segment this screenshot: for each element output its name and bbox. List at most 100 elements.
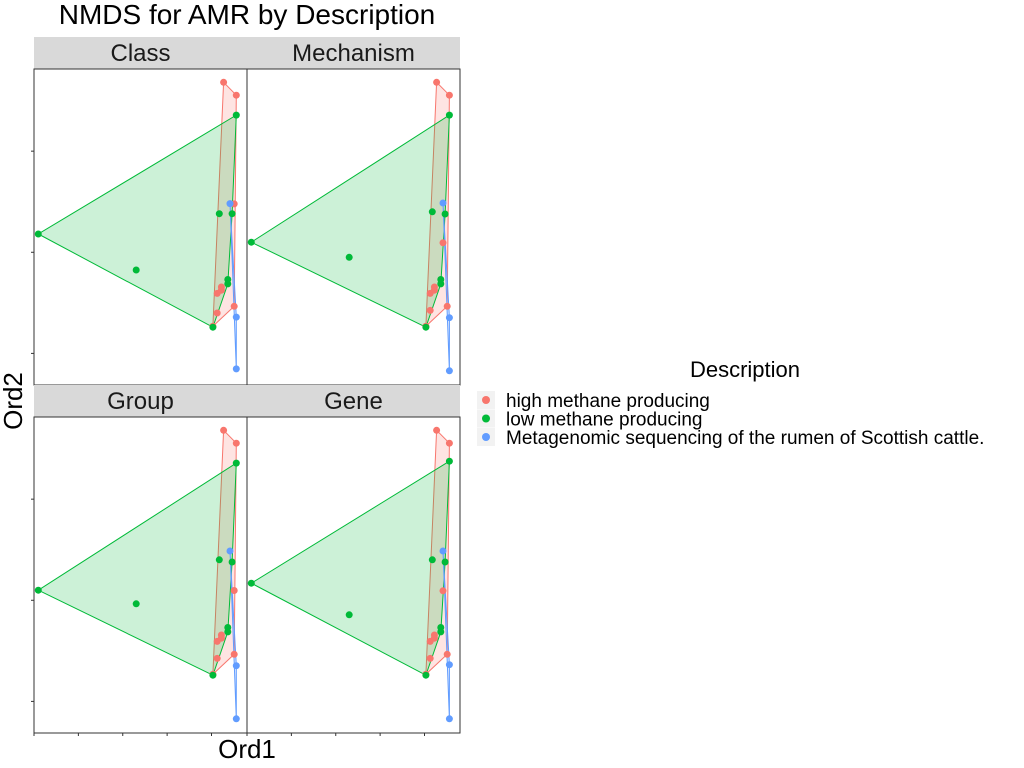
y-axis-title: Ord2 [0, 372, 28, 430]
hull-layer [250, 81, 450, 371]
data-point [422, 671, 430, 679]
data-point [437, 280, 445, 288]
data-point [209, 671, 217, 679]
panel-border [246, 416, 461, 734]
data-point [220, 426, 228, 434]
data-point [445, 367, 453, 375]
x-axis-title: Ord1 [218, 734, 276, 764]
facet-strip [247, 37, 460, 69]
hull-layer [250, 429, 450, 719]
data-point [220, 78, 228, 86]
data-point [232, 715, 240, 723]
data-point [428, 556, 436, 564]
data-point [215, 210, 223, 218]
data-point [230, 302, 238, 310]
facet-strip [34, 37, 247, 69]
facet-mechanism: Mechanism [246, 37, 461, 386]
data-point [445, 111, 453, 119]
data-point [443, 302, 451, 310]
data-point [232, 439, 240, 447]
data-point [441, 210, 449, 218]
data-point [224, 628, 232, 636]
facet-strip-label: Gene [324, 388, 383, 415]
data-point [226, 200, 234, 208]
data-point [345, 253, 353, 261]
facet-class: Class [31, 37, 248, 386]
facet-strip-label: Class [110, 40, 170, 67]
legend-entry: Metagenomic sequencing of the rumen of S… [477, 428, 984, 449]
legend-key [482, 433, 490, 441]
data-point [433, 426, 441, 434]
hull-polygon [250, 114, 450, 328]
data-point [441, 558, 449, 566]
data-point [426, 289, 434, 297]
data-point [228, 558, 236, 566]
data-point [445, 661, 453, 669]
hull-polygon [229, 203, 237, 369]
point-layer [247, 426, 453, 723]
data-point [213, 654, 221, 662]
data-point [345, 611, 353, 619]
hull-layer [37, 429, 237, 719]
legend-key [482, 396, 490, 404]
hull-polygon [37, 462, 237, 676]
data-point [213, 289, 221, 297]
data-point [232, 111, 240, 119]
legend-label: low methane producing [506, 410, 702, 431]
data-point [230, 650, 238, 658]
facet-strip-label: Mechanism [292, 40, 415, 67]
hull-polygon [37, 114, 237, 328]
data-point [428, 208, 436, 216]
data-point [445, 314, 453, 322]
data-point [247, 238, 255, 246]
legend-title: Description [690, 357, 800, 382]
data-point [209, 323, 217, 331]
facet-strip [247, 385, 460, 417]
facet-group: Group [31, 385, 248, 736]
data-point [422, 323, 430, 331]
data-point [433, 78, 441, 86]
data-point [232, 662, 240, 670]
facet-strip [34, 385, 247, 417]
data-point [445, 457, 453, 465]
data-point [215, 556, 223, 564]
data-point [247, 579, 255, 587]
legend-entry: high methane producing [477, 391, 710, 412]
facet-grid: Class Mechanism Group Gene [31, 37, 461, 736]
data-point [34, 230, 42, 238]
chart-title: NMDS for AMR by Description [59, 0, 436, 30]
data-point [232, 459, 240, 467]
facet-strip-label: Group [107, 388, 174, 415]
data-point [445, 715, 453, 723]
data-point [232, 313, 240, 321]
data-point [230, 587, 238, 594]
data-point [213, 309, 221, 317]
legend-entry: low methane producing [477, 409, 702, 431]
data-point [439, 239, 447, 247]
data-point [224, 280, 232, 288]
data-point [426, 306, 434, 314]
hull-layer [37, 81, 237, 369]
point-layer [34, 426, 240, 723]
data-point [232, 365, 240, 373]
data-point [437, 628, 445, 636]
data-point [445, 91, 453, 99]
facet-gene: Gene [246, 385, 461, 736]
data-point [34, 586, 42, 594]
data-point [445, 439, 453, 447]
data-point [426, 654, 434, 662]
data-point [439, 587, 447, 595]
point-layer [247, 78, 453, 375]
data-point [439, 547, 447, 555]
legend-label: high methane producing [506, 391, 710, 412]
data-point [228, 210, 236, 218]
hull-polygon [250, 460, 450, 676]
data-point [439, 199, 447, 207]
point-layer [34, 78, 240, 373]
legend-label: Metagenomic sequencing of the rumen of S… [506, 428, 984, 449]
hull-polygon [229, 550, 237, 719]
data-point [213, 637, 221, 645]
